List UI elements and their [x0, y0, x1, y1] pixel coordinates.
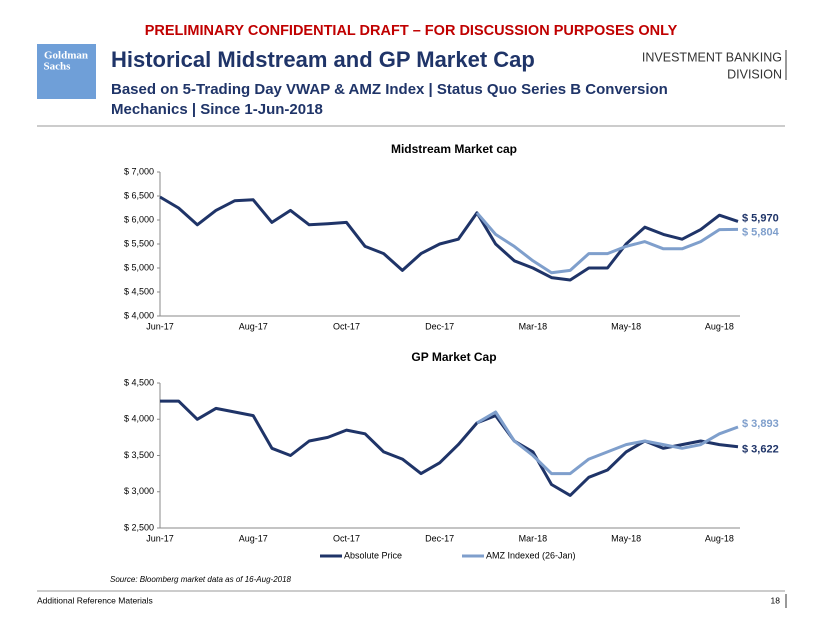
page-number: 18: [771, 595, 781, 605]
y-tick-label: $ 5,500: [124, 238, 154, 248]
chart-title: GP Market Cap: [411, 350, 496, 364]
value-label: $ 3,893: [742, 418, 779, 430]
y-tick-label: $ 3,500: [124, 450, 154, 460]
chart-title: Midstream Market cap: [391, 142, 517, 156]
slide-title: Historical Midstream and GP Market Cap: [111, 47, 535, 72]
y-tick-label: $ 4,000: [124, 414, 154, 424]
y-tick-label: $ 7,000: [124, 166, 154, 176]
x-tick-label: Jun-17: [146, 321, 174, 331]
x-tick-label: Jun-17: [146, 533, 174, 543]
source-note: Source: Bloomberg market data as of 16-A…: [110, 575, 292, 584]
series-line: [476, 410, 739, 476]
y-tick-label: $ 4,500: [124, 377, 154, 387]
x-tick-label: Mar-18: [519, 533, 548, 543]
x-tick-label: Oct-17: [333, 321, 360, 331]
logo-box: [37, 44, 96, 99]
x-tick-label: Aug-17: [239, 533, 268, 543]
y-tick-label: $ 3,000: [124, 486, 154, 496]
legend-label: Absolute Price: [344, 550, 402, 560]
slide-subtitle: Based on 5-Trading Day VWAP & AMZ Index …: [111, 81, 668, 98]
slide-subtitle: Mechanics | Since 1-Jun-2018: [111, 101, 323, 118]
x-tick-label: May-18: [611, 533, 641, 543]
division: DIVISION: [727, 67, 782, 81]
series-line: [160, 399, 739, 497]
value-label: $ 3,622: [742, 444, 779, 456]
y-tick-label: $ 4,500: [124, 286, 154, 296]
x-tick-label: Dec-17: [425, 321, 454, 331]
x-tick-label: Aug-18: [705, 321, 734, 331]
y-tick-label: $ 6,000: [124, 214, 154, 224]
y-tick-label: $ 5,000: [124, 262, 154, 272]
x-tick-label: Aug-17: [239, 321, 268, 331]
y-tick-label: $ 4,000: [124, 310, 154, 320]
legend-label: AMZ Indexed (26-Jan): [486, 550, 576, 560]
value-label: $ 5,804: [742, 226, 780, 238]
series-line: [159, 195, 739, 282]
x-tick-label: Aug-18: [705, 533, 734, 543]
y-tick-label: $ 2,500: [124, 522, 154, 532]
x-tick-label: Dec-17: [425, 533, 454, 543]
logo-text: Sachs: [44, 61, 72, 73]
x-tick-label: Mar-18: [519, 321, 548, 331]
x-tick-label: Oct-17: [333, 533, 360, 543]
y-tick-label: $ 6,500: [124, 190, 154, 200]
division: INVESTMENT BANKING: [642, 50, 782, 64]
logo-text: Goldman: [44, 50, 88, 62]
x-tick-label: May-18: [611, 321, 641, 331]
draft-banner: PRELIMINARY CONFIDENTIAL DRAFT – FOR DIS…: [145, 23, 678, 39]
value-label: $ 5,970: [742, 212, 779, 224]
series-line: [475, 211, 739, 275]
footer-section: Additional Reference Materials: [37, 595, 153, 605]
